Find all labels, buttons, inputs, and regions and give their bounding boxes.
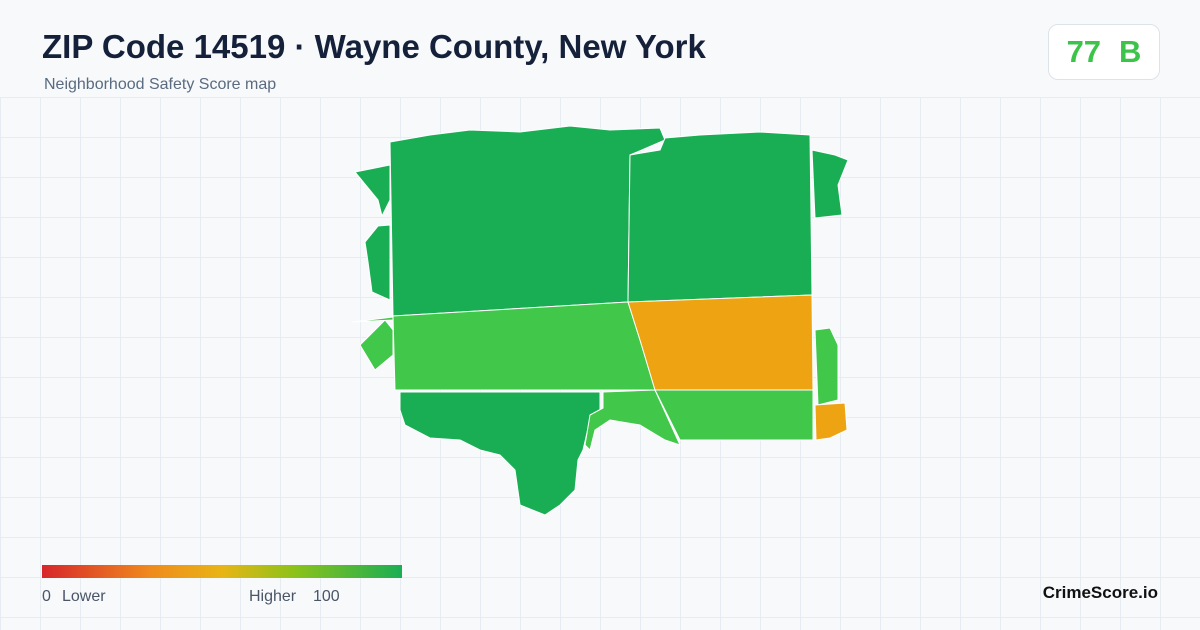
region xyxy=(351,316,394,323)
region xyxy=(627,294,814,391)
legend-high-label: Higher xyxy=(249,588,297,605)
legend-gradient xyxy=(42,565,402,578)
region xyxy=(814,402,848,441)
legend-low-label: Lower xyxy=(62,588,106,605)
region xyxy=(389,125,666,317)
region xyxy=(392,301,656,391)
legend-min: 0 xyxy=(42,588,51,605)
region xyxy=(811,149,849,219)
region xyxy=(654,389,814,441)
region xyxy=(584,389,681,451)
region xyxy=(364,224,391,301)
legend-max: 100 xyxy=(313,588,340,605)
region xyxy=(354,164,391,217)
region xyxy=(814,327,839,406)
grade: B xyxy=(1119,34,1142,69)
score: 77 xyxy=(1066,34,1102,69)
region xyxy=(627,131,813,303)
subtitle: Neighborhood Safety Score map xyxy=(44,76,277,93)
score-badge: 77 B xyxy=(1048,24,1160,80)
region xyxy=(359,319,394,371)
brand: CrimeScore.io xyxy=(1042,583,1158,602)
title: ZIP Code 14519 · Wayne County, New York xyxy=(42,28,706,65)
region xyxy=(399,391,601,516)
